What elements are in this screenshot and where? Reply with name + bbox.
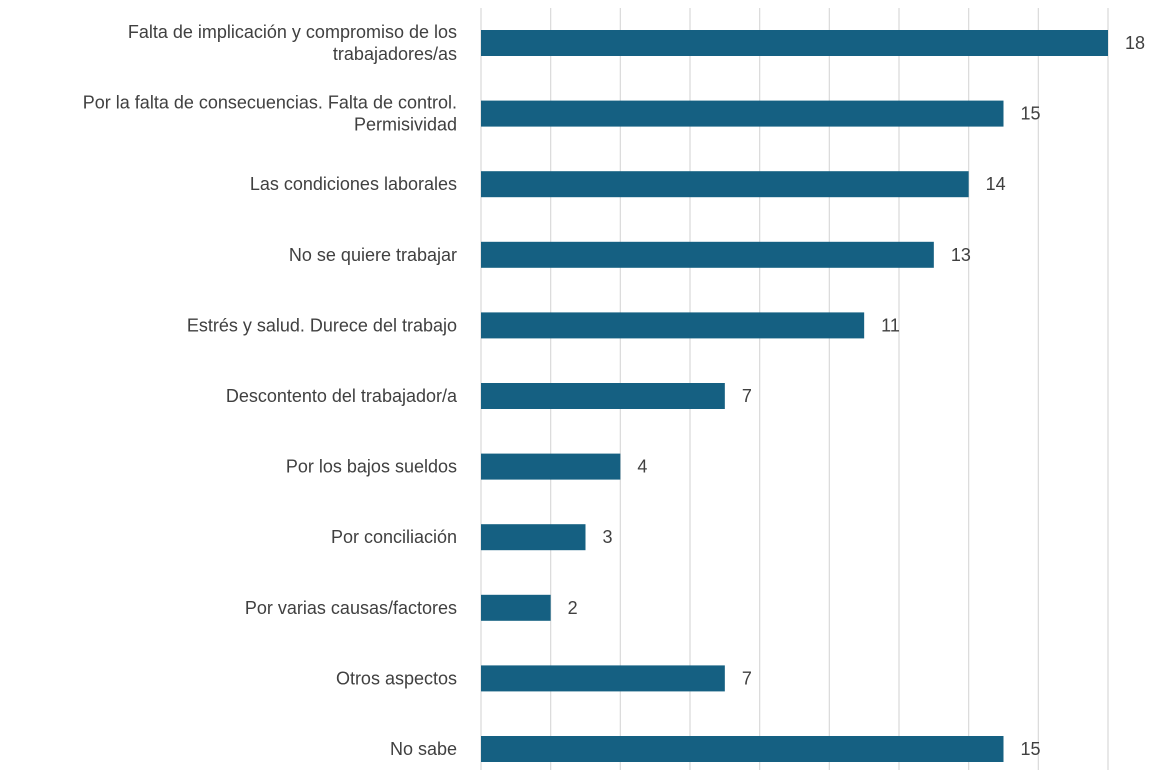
category-label-0-line-0: Falta de implicación y compromiso de los [128,22,457,42]
category-label-2: Las condiciones laborales [250,174,457,194]
category-label-0-line-1: trabajadores/as [333,44,457,64]
category-label-5-line-0: Descontento del trabajador/a [226,386,458,406]
value-labels: 18 15 14 13 11 7 4 3 2 7 15 [568,33,1145,759]
bar-5 [481,383,725,409]
value-label-10: 15 [1021,739,1041,759]
bar-6 [481,453,621,480]
category-label-7-line-0: Por conciliación [331,527,457,547]
category-label-8-line-0: Por varias causas/factores [245,598,457,618]
category-label-4-line-0: Estrés y salud. Durece del trabajo [187,315,457,335]
bar-0 [481,30,1108,56]
category-labels: Falta de implicación y compromiso de los… [83,22,458,759]
bar-9 [481,665,725,692]
category-label-0: Falta de implicación y compromiso de los… [128,22,457,64]
value-label-4: 11 [881,315,900,335]
category-label-10: No sabe [390,739,457,759]
value-label-0: 18 [1125,33,1145,53]
category-label-7: Por conciliación [331,527,457,547]
value-label-9: 7 [742,668,752,688]
category-label-6-line-0: Por los bajos sueldos [286,457,457,477]
value-label-3: 13 [951,245,971,265]
value-label-6: 4 [637,457,647,477]
value-label-7: 3 [603,527,613,547]
category-label-3-line-0: No se quiere trabajar [289,245,457,265]
category-label-4: Estrés y salud. Durece del trabajo [187,315,457,335]
bar-10 [481,736,1004,762]
category-label-10-line-0: No sabe [390,739,457,759]
bars [481,30,1108,762]
category-label-2-line-0: Las condiciones laborales [250,174,457,194]
category-label-5: Descontento del trabajador/a [226,386,458,406]
gridlines [480,8,1109,770]
category-label-1-line-1: Permisividad [354,115,457,135]
bar-1 [481,100,1004,127]
category-label-1-line-0: Por la falta de consecuencias. Falta de … [83,93,457,113]
bar-2 [481,171,969,198]
bar-3 [481,241,934,268]
category-label-9: Otros aspectos [336,668,457,688]
value-label-2: 14 [986,174,1006,194]
category-label-9-line-0: Otros aspectos [336,668,457,688]
category-label-6: Por los bajos sueldos [286,457,457,477]
value-label-8: 2 [568,598,578,618]
category-label-3: No se quiere trabajar [289,245,457,265]
value-label-1: 15 [1021,104,1041,124]
bar-8 [481,594,551,621]
category-label-1: Por la falta de consecuencias. Falta de … [83,93,457,135]
bar-4 [481,312,865,339]
category-label-8: Por varias causas/factores [245,598,457,618]
value-label-5: 7 [742,386,752,406]
bar-7 [481,524,586,551]
